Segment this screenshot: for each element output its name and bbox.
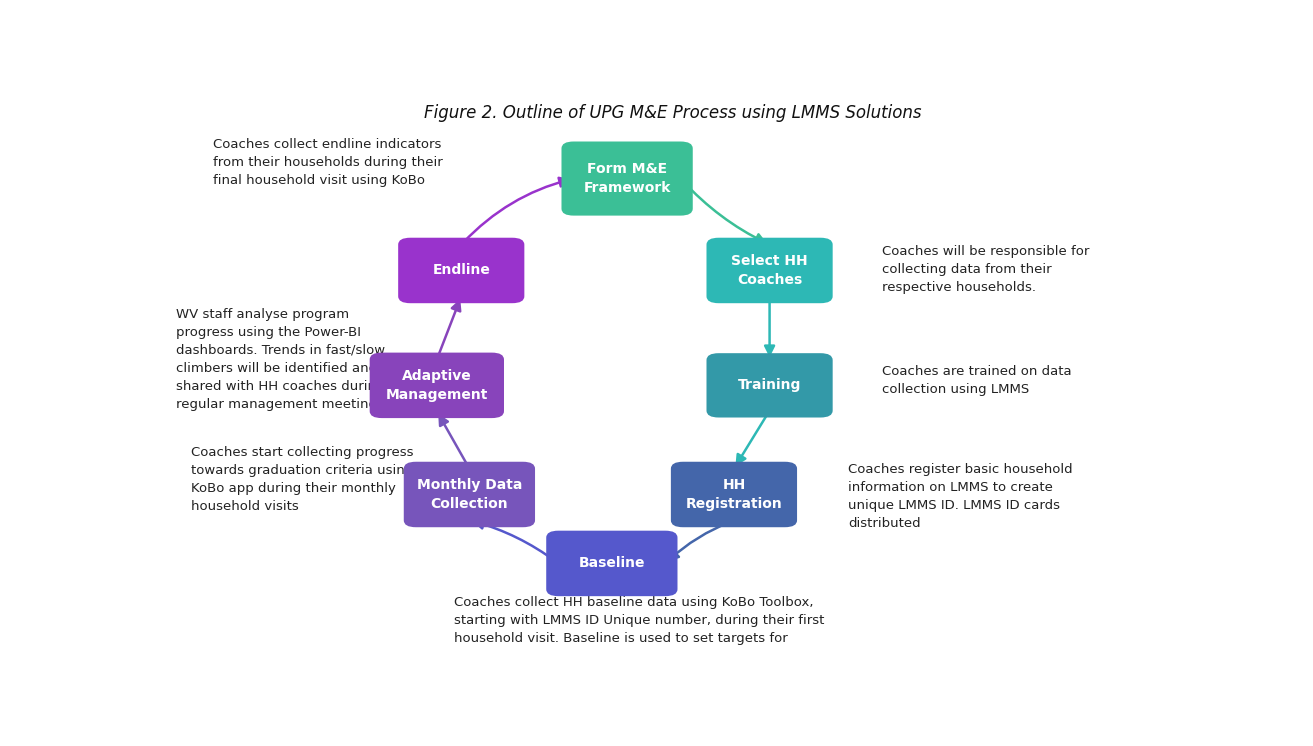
Text: Baseline: Baseline xyxy=(579,557,645,571)
FancyBboxPatch shape xyxy=(370,353,504,418)
FancyBboxPatch shape xyxy=(398,238,524,303)
Text: Select HH
Coaches: Select HH Coaches xyxy=(731,254,807,286)
FancyBboxPatch shape xyxy=(671,462,797,527)
Text: Adaptive
Management: Adaptive Management xyxy=(386,369,488,401)
Text: Coaches start collecting progress
towards graduation criteria using
KoBo app dur: Coaches start collecting progress toward… xyxy=(190,445,414,513)
Text: Monthly Data
Collection: Monthly Data Collection xyxy=(416,478,523,511)
Text: Coaches register basic household
information on LMMS to create
unique LMMS ID. L: Coaches register basic household informa… xyxy=(848,463,1073,530)
FancyBboxPatch shape xyxy=(706,353,832,418)
FancyBboxPatch shape xyxy=(562,142,693,216)
Text: HH
Registration: HH Registration xyxy=(685,478,783,511)
Text: WV staff analyse program
progress using the Power-BI
dashboards. Trends in fast/: WV staff analyse program progress using … xyxy=(176,308,389,411)
Text: Coaches will be responsible for
collecting data from their
respective households: Coaches will be responsible for collecti… xyxy=(881,245,1088,294)
Text: Form M&E
Framework: Form M&E Framework xyxy=(583,163,671,195)
FancyBboxPatch shape xyxy=(706,238,832,303)
Text: Training: Training xyxy=(738,378,801,392)
FancyBboxPatch shape xyxy=(546,530,678,596)
Text: Endline: Endline xyxy=(432,263,490,278)
FancyBboxPatch shape xyxy=(404,462,534,527)
Text: Coaches collect endline indicators
from their households during their
final hous: Coaches collect endline indicators from … xyxy=(213,138,442,187)
Text: Coaches collect HH baseline data using KoBo Toolbox,
starting with LMMS ID Uniqu: Coaches collect HH baseline data using K… xyxy=(454,596,825,645)
Text: Figure 2. Outline of UPG M&E Process using LMMS Solutions: Figure 2. Outline of UPG M&E Process usi… xyxy=(424,104,922,122)
Text: Coaches are trained on data
collection using LMMS: Coaches are trained on data collection u… xyxy=(881,366,1071,396)
